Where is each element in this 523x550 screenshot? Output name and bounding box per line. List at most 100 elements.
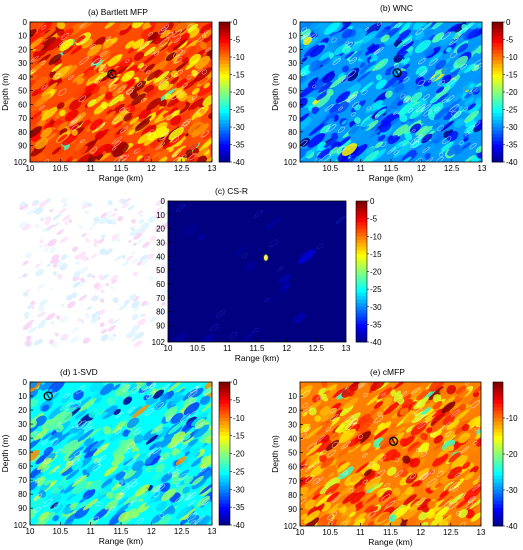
heatmap-cell	[202, 501, 212, 512]
contour-line	[344, 415, 354, 422]
heatmap-cell	[109, 429, 124, 442]
contour-line	[411, 129, 416, 133]
contour-line	[203, 30, 209, 35]
heatmap-cell	[402, 22, 413, 30]
ghost-blob	[49, 288, 54, 291]
contour-line	[74, 475, 84, 483]
heatmap-cell	[35, 44, 45, 52]
heatmap-cell	[74, 153, 93, 162]
heatmap-cell	[107, 54, 122, 67]
heatmap-cell	[30, 481, 38, 491]
heatmap-cell	[390, 389, 398, 397]
heatmap-cell	[320, 125, 331, 134]
heatmap-cell	[149, 25, 155, 31]
colorbar-step	[492, 71, 503, 75]
heatmap-cell	[104, 499, 117, 510]
contour-line	[331, 495, 342, 503]
heatmap-cell	[111, 454, 125, 467]
contour-line	[321, 153, 331, 162]
heatmap-cell	[98, 85, 108, 95]
heatmap-cell	[389, 154, 401, 162]
heatmap-cell	[101, 51, 119, 65]
heatmap-cell	[168, 206, 179, 219]
colorbar-step	[356, 271, 367, 276]
heatmap-cell	[133, 51, 145, 61]
heatmap-cell	[373, 452, 385, 462]
heatmap-cell	[401, 398, 413, 409]
heatmap-cell	[182, 486, 191, 494]
contour-line	[336, 145, 346, 154]
contour-line	[123, 107, 130, 113]
ghost-blob	[161, 289, 169, 295]
contour-line	[30, 69, 35, 77]
contour-line	[130, 386, 140, 394]
ghost-blob	[87, 202, 93, 208]
ghost-blob	[62, 214, 71, 222]
contour-line	[171, 135, 179, 143]
contour-line	[410, 140, 420, 149]
heatmap-cell	[104, 92, 113, 100]
x-tick-label: 12	[417, 164, 426, 173]
colorbar-step	[493, 432, 503, 437]
heatmap-cell	[65, 510, 78, 520]
contour-line	[115, 412, 123, 418]
colorbar-step	[492, 134, 503, 138]
contour-line	[380, 494, 391, 502]
ghost-blob	[116, 237, 121, 243]
heatmap-cell	[432, 122, 441, 130]
contour-line	[89, 516, 99, 525]
heatmap-cell	[42, 28, 56, 40]
heatmap-cell	[319, 51, 331, 61]
contour-line	[35, 431, 41, 436]
heatmap-cell	[157, 149, 170, 160]
heatmap-cell	[420, 407, 431, 416]
contour-line	[351, 112, 356, 117]
heatmap-cell	[411, 136, 425, 149]
heatmap-cell	[346, 42, 362, 55]
heatmap-cell	[420, 29, 435, 41]
heatmap-cell	[382, 449, 398, 462]
heatmap-cell	[375, 79, 387, 90]
y-tick-label: 30	[18, 420, 27, 429]
contour-line	[464, 131, 470, 136]
contour-line	[95, 501, 101, 507]
y-tick-label: 40	[18, 73, 27, 82]
heatmap-cell	[62, 45, 74, 55]
heatmap-cell	[462, 142, 471, 150]
heatmap-cell	[190, 456, 205, 468]
colorbar-step	[356, 246, 367, 251]
heatmap-cell	[336, 419, 353, 434]
contour-line	[365, 27, 370, 31]
colorbar-step	[492, 116, 503, 121]
contour-line	[159, 38, 170, 47]
contour-line	[74, 400, 82, 407]
heatmap-cell	[389, 503, 407, 518]
ghost-blob	[79, 266, 89, 275]
heatmap-cell	[30, 454, 41, 463]
heatmap-cell	[112, 383, 121, 391]
heatmap-cell	[433, 435, 444, 444]
heatmap-cell	[305, 425, 323, 439]
heatmap-cell	[86, 73, 101, 87]
ghost-blob	[131, 324, 141, 332]
ghost-blob	[139, 214, 143, 217]
heatmap-cell	[453, 55, 469, 69]
heatmap-cell	[77, 428, 94, 442]
x-tick-label: 12	[147, 164, 156, 173]
contour-line	[456, 510, 462, 516]
heatmap-cell	[314, 105, 330, 119]
heatmap-cell	[196, 466, 211, 479]
contour-line	[186, 492, 197, 501]
heatmap-cell	[304, 44, 320, 57]
ghost-blob	[56, 229, 64, 236]
heatmap-cell	[153, 126, 167, 139]
colorbar-step	[356, 204, 367, 209]
heatmap-cell	[411, 486, 420, 494]
contour-line	[339, 520, 348, 526]
ghost-blob	[66, 294, 73, 301]
heatmap-cell	[202, 94, 212, 107]
contour-line	[171, 446, 177, 451]
ghost-blob	[40, 318, 48, 324]
heatmap-cell	[473, 72, 482, 83]
heatmap-cell	[326, 88, 334, 97]
